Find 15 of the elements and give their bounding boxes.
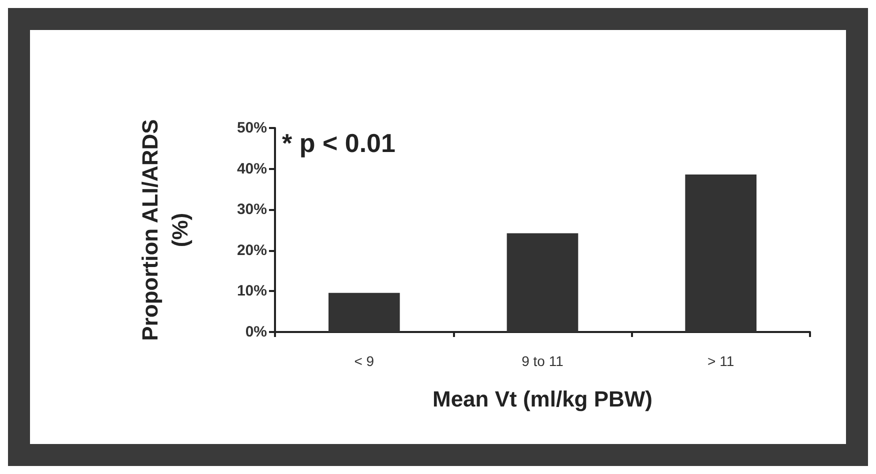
bar bbox=[328, 292, 400, 332]
bar bbox=[685, 174, 756, 332]
y-tick-label: 10% bbox=[236, 282, 267, 300]
y-tick-label: 30% bbox=[236, 201, 267, 218]
y-tick-label: 20% bbox=[236, 242, 267, 259]
x-tick-label: > 11 bbox=[708, 353, 734, 369]
x-axis-title: Mean Vt (ml/kg PBW) bbox=[432, 386, 653, 412]
y-tick-label: 50% bbox=[236, 120, 267, 136]
x-tick-label: < 9 bbox=[354, 353, 374, 369]
x-tick-label: 9 to 11 bbox=[522, 353, 564, 369]
y-axis-title: Proportion ALI/ARDS (%) bbox=[138, 119, 192, 341]
bar bbox=[506, 233, 578, 332]
y-tick-label: 40% bbox=[236, 160, 267, 178]
y-tick-label: 0% bbox=[245, 324, 267, 340]
annotation: * p < 0.01 bbox=[282, 128, 396, 158]
